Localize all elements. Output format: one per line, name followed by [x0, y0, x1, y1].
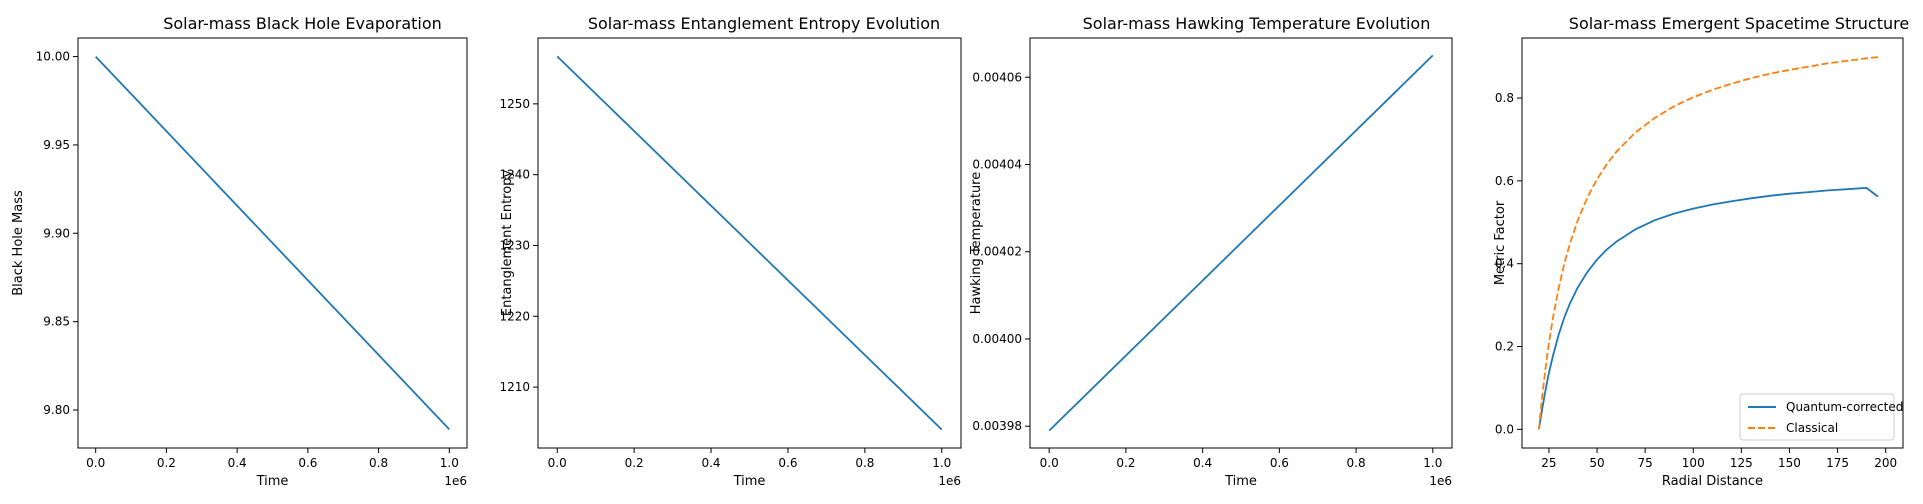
subplot-2-x-tick-label: 0.8: [855, 456, 874, 470]
subplot-4-x-tick-label: 100: [1682, 456, 1705, 470]
subplot-2-y-tick-label: 1240: [499, 168, 530, 182]
subplot-1-series-line-1: [95, 55, 450, 431]
subplot-4-xlabel: Radial Distance: [1662, 474, 1763, 489]
subplot-4-y-tick-label: 0.6: [1495, 174, 1514, 188]
subplot-1-y-tick-label: 9.80: [43, 403, 70, 417]
subplot-2-x-tick-label: 0.0: [548, 456, 567, 470]
subplot-3-y-tick-label: 0.00402: [972, 245, 1022, 259]
subplot-4-x-tick-label: 200: [1874, 456, 1897, 470]
subplot-1: Solar-mass Black Hole Evaporation 0.0 0.2…: [11, 14, 468, 489]
legend-label-classical: Classical: [1786, 421, 1838, 435]
subplot-2-ylabel: Entanglement Entropy: [500, 170, 515, 317]
subplot-3-x-tick-label: 0.4: [1193, 456, 1212, 470]
legend: Quantum-corrected Classical: [1739, 393, 1903, 441]
subplot-4: Solar-mass Emergent Spacetime Structure …: [1493, 14, 1909, 489]
subplot-3-x-tick-label: 0.2: [1116, 456, 1135, 470]
subplot-2-y-tick-label: 1210: [499, 380, 530, 394]
subplot-2: Solar-mass Entanglement Entropy Evolutio…: [499, 14, 962, 489]
subplot-4-series-line-2: [1538, 56, 1879, 430]
subplot-3-plot-area: 0.0 0.2 0.4 0.6 0.8 1.0 0.00398 0.00400 0.00402 0…: [972, 54, 1442, 470]
subplot-3-y-tick-label: 0.00404: [972, 157, 1022, 171]
subplot-1-y-tick-label: 9.90: [43, 226, 70, 240]
subplot-1-y-tick-label: 10.00: [36, 50, 70, 64]
subplot-4-y-tick-label: 0.0: [1495, 422, 1514, 436]
subplot-3-x-tick-label: 0.6: [1270, 456, 1289, 470]
subplot-2-title: Solar-mass Entanglement Entropy Evolutio…: [588, 14, 940, 33]
subplot-4-series-line-1: [1538, 186, 1879, 430]
subplot-1-x-offset-label: 1e6: [444, 474, 467, 488]
subplot-4-ylabel: Metric Factor: [1493, 200, 1508, 285]
subplot-2-y-tick-label: 1220: [499, 309, 530, 323]
subplot-1-frame: [77, 37, 468, 449]
subplot-2-series-line-1: [556, 55, 943, 431]
subplot-4-x-tick-label: 175: [1826, 456, 1849, 470]
subplot-4-y-tick-label: 0.4: [1495, 257, 1514, 271]
subplot-2-y-tick-label: 1250: [499, 97, 530, 111]
subplot-2-xlabel: Time: [733, 474, 766, 489]
subplot-4-y-tick-label: 0.8: [1495, 91, 1514, 105]
subplot-3-frame: [1029, 37, 1453, 449]
subplot-2-y-tick-label: 1230: [499, 238, 530, 252]
subplot-2-frame: [537, 37, 962, 449]
subplot-1-plot-area: 0.0 0.2 0.4 0.6 0.8 1.0 9.80 9.85 9.90 9.95 10.00: [36, 50, 459, 470]
subplot-1-x-tick-label: 0.8: [369, 456, 388, 470]
subplot-1-x-tick-label: 0.4: [228, 456, 247, 470]
subplot-4-x-tick-label: 75: [1638, 456, 1653, 470]
subplot-3-x-offset-label: 1e6: [1429, 474, 1452, 488]
subplot-1-y-tick-label: 9.85: [43, 315, 70, 329]
subplot-4-frame: [1521, 37, 1904, 449]
subplot-4-plot-area: 25 50 75 100 125 150 175 200 0.0 0.2 0.4 0.6 0.8: [1495, 56, 1897, 470]
subplot-3: Solar-mass Hawking Temperature Evolution…: [969, 14, 1453, 489]
subplot-2-x-tick-label: 0.4: [701, 456, 720, 470]
subplot-2-x-offset-label: 1e6: [938, 474, 961, 488]
subplot-3-title: Solar-mass Hawking Temperature Evolution: [1083, 14, 1431, 33]
subplot-1-x-tick-label: 1.0: [440, 456, 459, 470]
subplot-3-x-tick-label: 0.0: [1040, 456, 1059, 470]
subplot-1-x-tick-label: 0.6: [298, 456, 317, 470]
subplot-3-series-line-1: [1048, 54, 1434, 432]
subplot-1-xlabel: Time: [256, 474, 289, 489]
subplot-3-x-tick-label: 1.0: [1423, 456, 1442, 470]
subplot-3-y-tick-label: 0.00400: [972, 332, 1022, 346]
subplot-1-title: Solar-mass Black Hole Evaporation: [163, 14, 442, 33]
subplot-2-x-tick-label: 1.0: [932, 456, 951, 470]
subplot-1-x-tick-label: 0.0: [86, 456, 105, 470]
subplot-2-plot-area: 0.0 0.2 0.4 0.6 0.8 1.0 1210 1220 1230 1240 1250: [499, 55, 951, 470]
subplot-4-x-tick-label: 125: [1730, 456, 1753, 470]
subplot-4-title: Solar-mass Emergent Spacetime Structure: [1569, 14, 1909, 33]
subplot-2-x-tick-label: 0.2: [625, 456, 644, 470]
subplot-3-x-tick-label: 0.8: [1347, 456, 1366, 470]
subplot-4-y-tick-label: 0.2: [1495, 340, 1514, 354]
subplot-2-x-tick-label: 0.6: [778, 456, 797, 470]
subplot-3-y-tick-label: 0.00398: [972, 419, 1022, 433]
legend-label-quantum-corrected: Quantum-corrected: [1786, 400, 1903, 414]
subplot-4-x-tick-label: 50: [1589, 456, 1604, 470]
subplot-1-ylabel: Black Hole Mass: [11, 190, 26, 296]
subplot-1-x-tick-label: 0.2: [157, 456, 176, 470]
subplot-3-xlabel: Time: [1224, 474, 1257, 489]
subplot-4-x-tick-label: 150: [1778, 456, 1801, 470]
subplot-3-ylabel: Hawking Temperature: [969, 172, 984, 315]
legend-box: [1739, 393, 1895, 441]
subplot-3-y-tick-label: 0.00406: [972, 70, 1022, 84]
subplot-4-x-tick-label: 25: [1541, 456, 1556, 470]
subplot-1-y-tick-label: 9.95: [43, 138, 70, 152]
